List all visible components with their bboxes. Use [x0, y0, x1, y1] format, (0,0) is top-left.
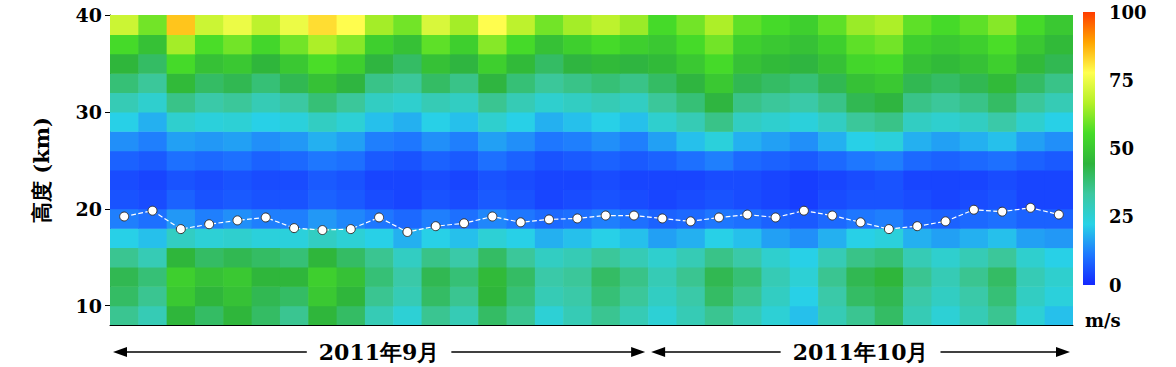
- svg-text:40: 40: [76, 4, 102, 26]
- svg-text:高度 (km): 高度 (km): [29, 117, 54, 223]
- svg-text:2011年9月: 2011年9月: [319, 339, 440, 365]
- svg-text:2011年10月: 2011年10月: [793, 339, 929, 365]
- svg-text:100: 100: [1109, 2, 1147, 23]
- svg-text:75: 75: [1109, 70, 1134, 91]
- svg-text:0: 0: [1109, 275, 1122, 296]
- svg-text:m/s: m/s: [1085, 310, 1121, 331]
- svg-text:50: 50: [1109, 138, 1134, 159]
- svg-text:10: 10: [76, 295, 102, 317]
- svg-text:25: 25: [1109, 206, 1134, 227]
- svg-text:20: 20: [76, 198, 102, 220]
- svg-text:30: 30: [76, 101, 102, 123]
